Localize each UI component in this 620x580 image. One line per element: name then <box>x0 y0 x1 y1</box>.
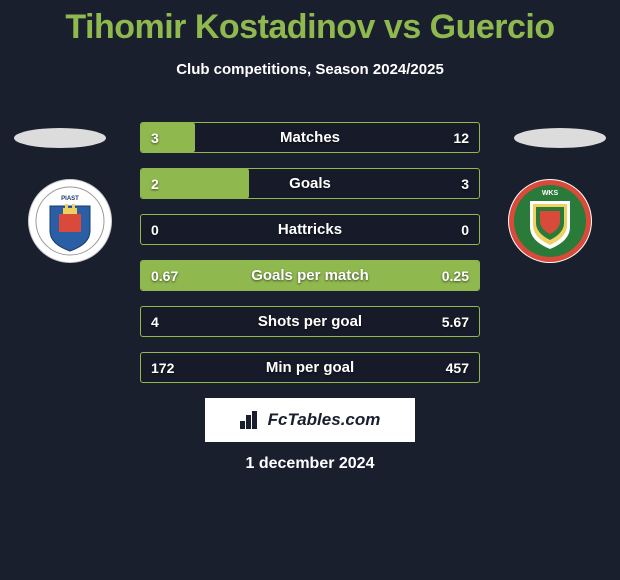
fctables-label: FcTables.com <box>268 410 381 430</box>
stat-value-right: 12 <box>453 123 469 152</box>
club-logo-left: PIAST <box>28 179 112 263</box>
date-label: 1 december 2024 <box>0 455 620 473</box>
fctables-icon <box>240 411 262 429</box>
stat-row: Hattricks0 0 <box>140 214 480 245</box>
player-right-ellipse <box>514 128 606 148</box>
stat-value-left: 4 <box>151 307 159 336</box>
stat-label: Matches <box>141 123 479 152</box>
fctables-badge: FcTables.com <box>205 398 415 442</box>
page-title: Tihomir Kostadinov vs Guercio <box>0 0 620 47</box>
svg-text:PIAST: PIAST <box>61 196 79 202</box>
stat-value-right: 0.25 <box>442 261 469 290</box>
stat-row: Min per goal172 457 <box>140 352 480 383</box>
stat-value-left: 3 <box>151 123 159 152</box>
svg-text:WKS: WKS <box>542 190 559 197</box>
stat-value-left: 0.67 <box>151 261 178 290</box>
stat-label: Goals <box>141 169 479 198</box>
page-subtitle: Club competitions, Season 2024/2025 <box>0 61 620 78</box>
stat-label: Shots per goal <box>141 307 479 336</box>
stat-value-right: 0 <box>461 215 469 244</box>
stat-value-right: 457 <box>446 353 469 382</box>
stat-value-left: 0 <box>151 215 159 244</box>
stat-label: Min per goal <box>141 353 479 382</box>
stat-value-left: 172 <box>151 353 174 382</box>
player-left-ellipse <box>14 128 106 148</box>
stat-row: Goals per match0.67 0.25 <box>140 260 480 291</box>
stat-value-right: 3 <box>461 169 469 198</box>
stat-row: Goals2 3 <box>140 168 480 199</box>
stat-label: Hattricks <box>141 215 479 244</box>
club-logo-right: WKS <box>508 179 592 263</box>
stat-row: Matches3 12 <box>140 122 480 153</box>
stat-value-right: 5.67 <box>442 307 469 336</box>
stat-row: Shots per goal4 5.67 <box>140 306 480 337</box>
stat-label: Goals per match <box>141 261 479 290</box>
stat-value-left: 2 <box>151 169 159 198</box>
stats-container: Matches312Goals23Hattricks00Goals per ma… <box>140 122 480 398</box>
